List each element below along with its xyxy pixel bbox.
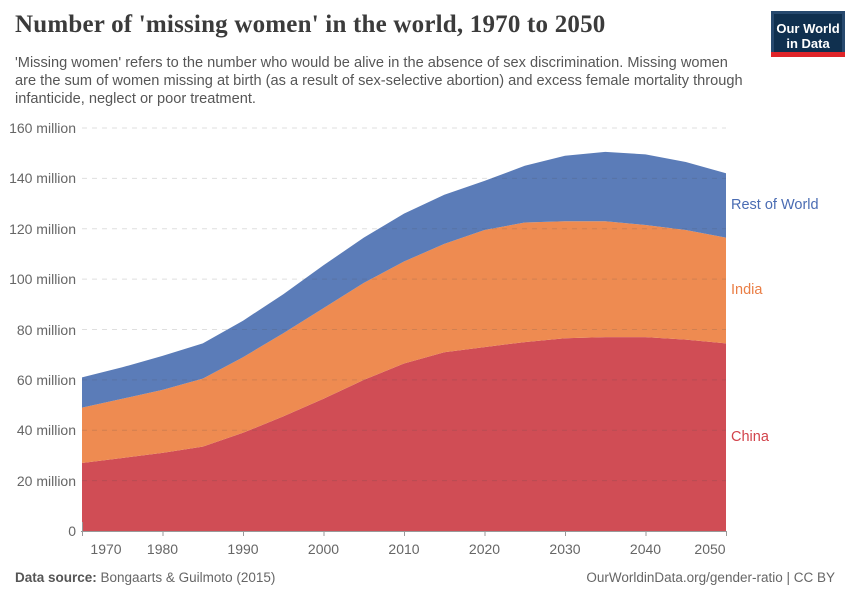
y-tick-label: 40 million — [16, 422, 76, 439]
x-tick-label: 2000 — [307, 541, 340, 557]
y-tick-label: 20 million — [16, 472, 76, 489]
area-rest-of-world — [82, 151, 726, 408]
legend-item-rest-of-world[interactable]: Rest of World — [731, 197, 819, 214]
x-tick-label: 2040 — [629, 541, 662, 557]
chart-subtitle: 'Missing women' refers to the number who… — [15, 55, 743, 107]
legend-item-india[interactable]: India — [731, 282, 763, 299]
owid-logo-stripe — [771, 52, 845, 57]
owid-logo: Our World in Data — [771, 11, 845, 57]
legend-item-china[interactable]: China — [731, 429, 769, 446]
footer-credit-link[interactable]: OurWorldinData.org/gender-ratio | CC BY — [586, 570, 835, 585]
y-tick-label: 60 million — [16, 371, 76, 388]
y-tick-label: 160 million — [9, 120, 76, 136]
data-source: Data source: Bongaarts & Guilmoto (2015) — [15, 570, 275, 585]
chart-title: Number of 'missing women' in the world, … — [15, 11, 606, 38]
x-tick-label: 2010 — [388, 541, 420, 557]
y-tick-label: 140 million — [9, 170, 76, 187]
owid-logo-line2: in Data — [786, 35, 830, 51]
x-tick-label: 2020 — [468, 541, 501, 557]
y-tick-label: 80 million — [16, 321, 76, 338]
x-tick-label: 1990 — [227, 541, 259, 557]
x-tick-label: 2030 — [549, 541, 581, 557]
area-india — [82, 221, 726, 463]
area-china — [82, 337, 726, 531]
y-tick-label: 120 million — [9, 220, 76, 237]
data-source-label: Data source: — [15, 570, 97, 585]
x-tick-label: 1980 — [146, 541, 179, 557]
owid-logo-line1: Our World — [776, 20, 840, 36]
x-tick-label: 1970 — [90, 541, 122, 557]
x-tick-label: 2050 — [694, 541, 726, 557]
data-source-value: Bongaarts & Guilmoto (2015) — [96, 570, 276, 585]
y-tick-label: 0 — [68, 523, 76, 539]
y-tick-label: 100 million — [9, 271, 76, 288]
